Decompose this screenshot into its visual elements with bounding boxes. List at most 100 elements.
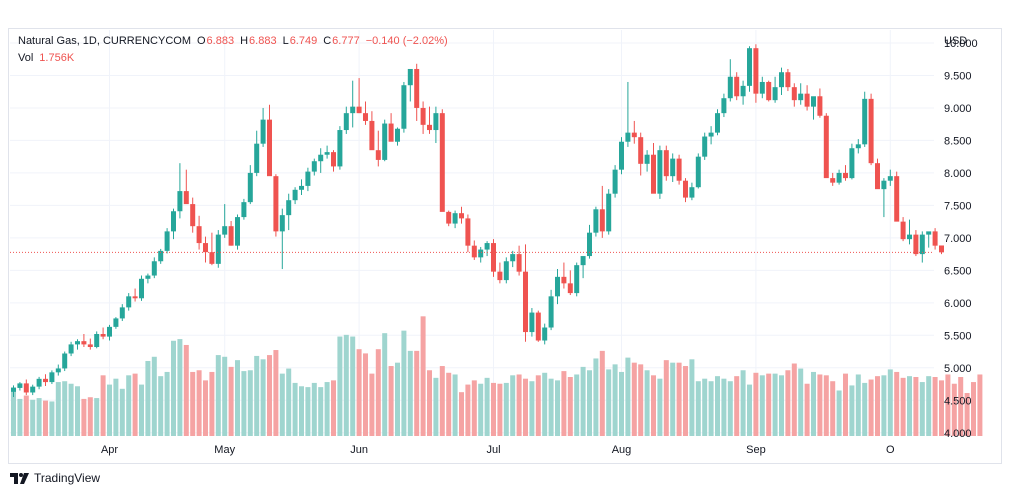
volume-bar [971,382,976,436]
candle-body [164,231,170,251]
candle-body [638,137,644,164]
candle [529,308,535,337]
candle [619,137,624,175]
volume-bar [644,370,650,436]
candle-body [350,106,356,114]
candle [791,83,797,107]
high-label: H [240,35,249,47]
tradingview-brand-name: TradingView [34,471,101,485]
candle [171,208,176,240]
volume-bar [267,355,272,436]
volume-bar [785,370,791,436]
candle [87,338,93,350]
volume-bar [331,380,336,436]
candle-body [907,234,912,240]
time-axis[interactable]: Apr May Jun Jul Aug Sep O [101,444,895,456]
candle [875,158,880,190]
volume-bar [49,401,55,436]
price-unit-label[interactable]: USD [944,35,968,47]
volume-bar [446,372,452,436]
tradingview-branding[interactable]: TradingView [10,471,100,485]
candle [414,63,420,121]
candle-body [331,152,336,167]
volume-bar [964,393,970,436]
volume-bar [497,383,503,436]
candle [343,106,349,134]
volume-bar [203,380,208,436]
candle [420,101,426,134]
volume-bar [62,381,68,436]
price-tick-label: 7.500 [944,200,972,212]
volume-bar [452,374,458,436]
candle-body [913,234,919,255]
volume-bar [907,376,912,436]
candle [740,80,746,105]
candle-body [369,120,375,151]
volume-bar [324,382,330,436]
volume-bar [427,370,432,436]
candle-body [465,218,471,246]
candle-body [651,154,656,194]
candle-body [727,76,733,99]
volume-bar [235,360,240,436]
candle [395,127,400,146]
volume-bar [574,374,580,436]
price-tick-label: 8.000 [944,168,972,180]
candle [484,241,490,257]
candle-body [75,341,80,345]
volume-bar [491,382,496,436]
candle [555,269,560,305]
candle-body [919,234,925,255]
volume-bar [279,373,285,436]
candle [331,150,336,172]
candles [11,44,944,398]
candle [30,384,36,396]
volume-bar [343,334,349,436]
volume-label[interactable]: Vol [18,52,34,64]
candle-body [548,296,554,328]
candle-body [375,150,381,160]
volume-bar [94,398,100,436]
candle [145,273,151,284]
candle-body [247,172,253,203]
candle [881,178,887,218]
volume-bar [158,376,164,436]
volume-bar [222,356,228,436]
candle-body [49,372,55,383]
candle [273,174,279,237]
volume-bar [139,384,144,436]
volume-bar [177,339,183,436]
candle-body [484,243,490,250]
volume-bar [887,369,893,436]
candle [305,167,311,192]
candle-body [446,211,452,224]
volume-bar [593,358,599,436]
volume-bar [836,390,842,436]
candle [900,217,906,242]
candle-body [324,152,330,155]
candle-body [843,172,848,179]
candle-body [343,113,349,131]
candle [241,198,247,220]
symbol-title[interactable]: Natural Gas, 1D, CURRENCYCOM [18,35,191,47]
time-tick-label: Sep [746,444,766,456]
price-axis[interactable]: 10.000 9.500 9.000 8.500 8.000 7.500 7.000 6.50… [944,38,978,440]
candle-body [286,200,292,216]
candle [337,126,343,170]
volume-bar [401,330,407,436]
price-tick-label: 7.000 [944,233,972,245]
volume-bar [119,388,125,436]
candle [708,126,714,145]
candle-body [875,163,880,190]
volume-value: 1.756K [39,52,75,64]
volume-bar [734,376,740,436]
candle [503,257,509,284]
candle-body [414,68,420,108]
volume-bar [779,375,784,436]
candle-body [235,217,240,246]
candle [887,169,893,186]
price-tick-label: 9.000 [944,103,972,115]
candle-body [663,150,669,177]
candle-body [311,161,317,172]
